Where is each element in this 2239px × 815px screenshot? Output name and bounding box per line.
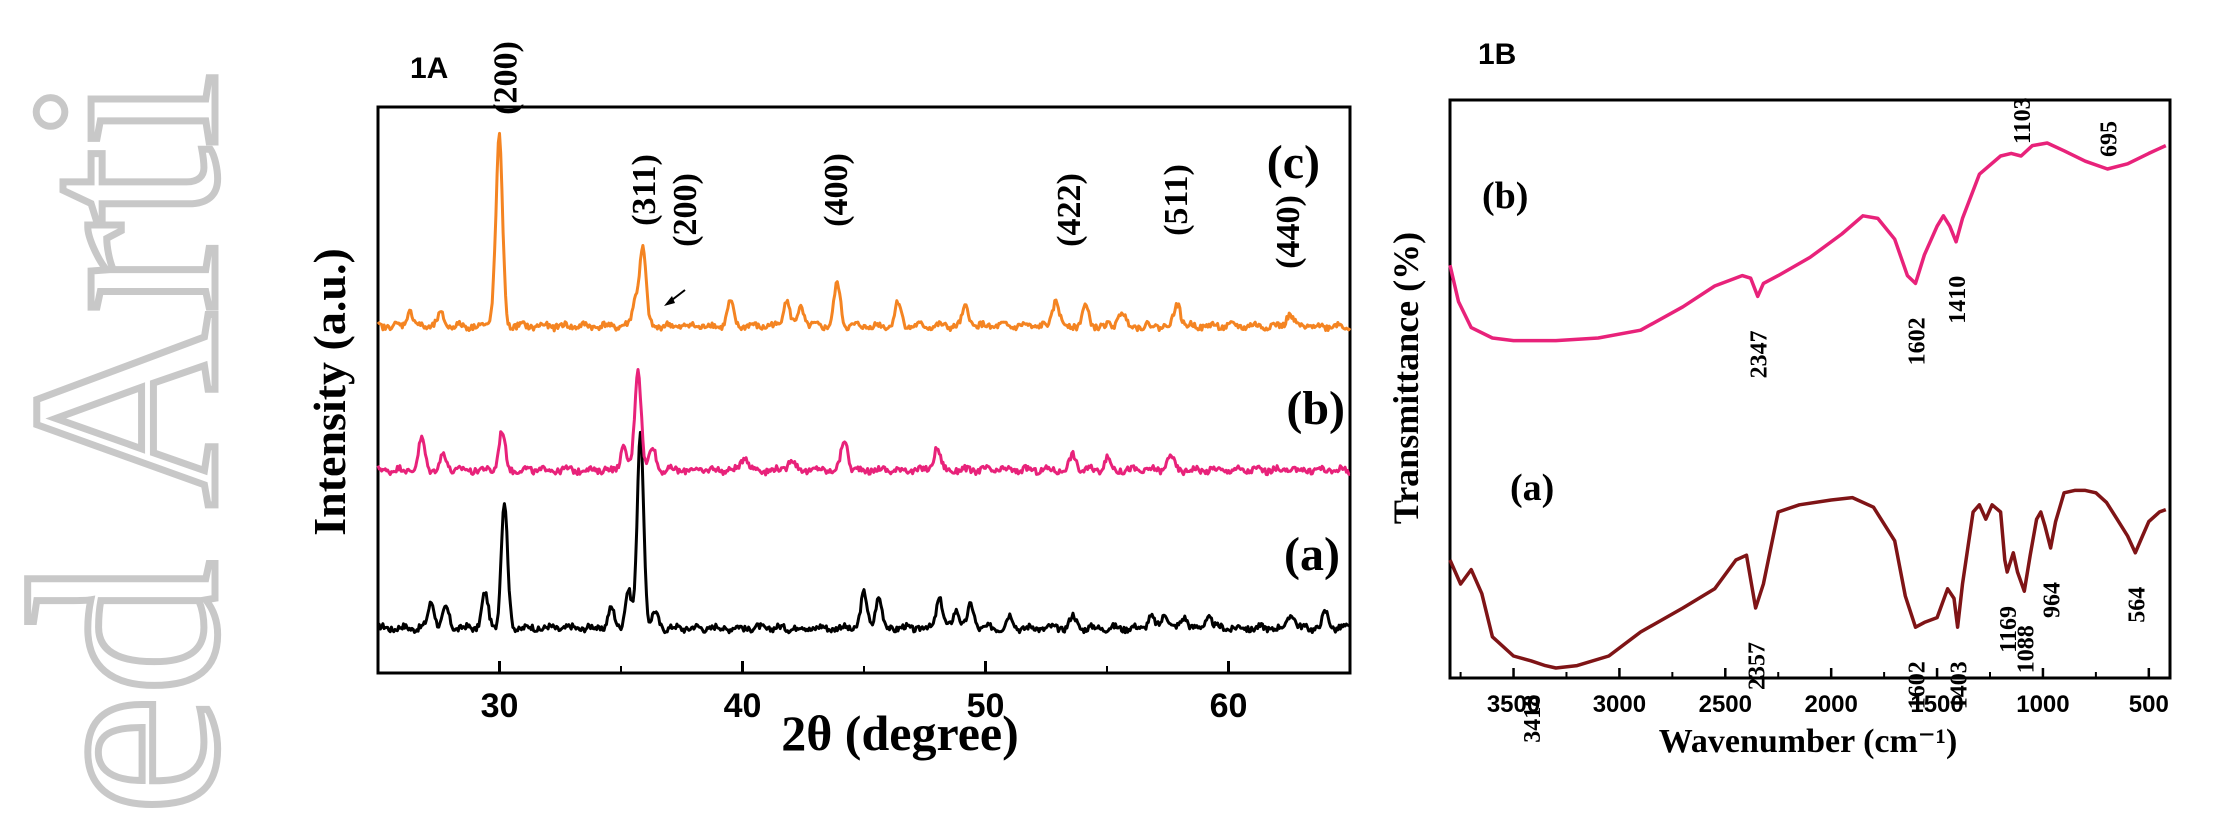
ftir-band-label: 3418 (1520, 695, 1546, 743)
ftir-x-tick-label: 3500 (1487, 691, 1540, 718)
xrd-series-line-a (377, 430, 1352, 635)
xrd-y-axis-label: Intensity (a.u.) (304, 248, 355, 536)
background-watermark: ed Arti (0, 69, 278, 815)
xrd-x-tick-label: 50 (967, 687, 1005, 725)
xrd-peak-label: (311) (626, 154, 663, 226)
panel-label-1a: 1A (410, 52, 448, 85)
ftir-x-tick-label: 500 (2129, 691, 2169, 718)
xrd-peak-label: (440) (1270, 195, 1307, 269)
xrd-x-axis: 30 40 50 60 (377, 661, 1351, 725)
xrd-peak-label: (422) (1051, 173, 1088, 247)
ftir-x-axis-label: Wavenumber (cm⁻¹) (1659, 723, 1958, 760)
xrd-x-tick-label: 60 (1210, 687, 1248, 725)
ftir-x-tick-label: 1500 (1910, 691, 1963, 718)
xrd-panel: 1A 30 40 50 60 (200)(311) (200) (400) (422) (51… (304, 41, 1352, 761)
ftir-band-label: 1169 (1996, 606, 2022, 653)
panel-label-1b: 1B (1478, 38, 1516, 71)
annotation-arrowhead (664, 296, 675, 306)
ftir-band-label: 1403 (1947, 661, 1973, 709)
xrd-annotations: (200)(311) (200) (400) (422) (511) (440) (487, 41, 1306, 269)
ftir-panel: 1B 3500 3000 2500 2000 1500 1000 500 2347 1602 1… (1386, 38, 2172, 760)
ftir-band-label: 695 (2097, 121, 2123, 157)
ftir-x-tick-label: 3000 (1593, 691, 1646, 718)
xrd-series-label-a: (a) (1284, 528, 1340, 581)
ftir-band-label: 1088 (2013, 625, 2039, 673)
xrd-x-tick-label: 40 (724, 687, 762, 725)
ftir-series-label-a: (a) (1510, 467, 1554, 509)
ftir-band-label: 1602 (1905, 661, 1931, 709)
ftir-x-tick-label: 2000 (1804, 691, 1857, 718)
xrd-peak-label: (511) (1158, 164, 1195, 236)
xrd-peak-label: (200) (667, 173, 704, 247)
ftir-y-axis-label: Transmittance (%) (1386, 232, 1426, 524)
ftir-band-label: 2347 (1747, 330, 1773, 378)
ftir-series-line-a (1448, 488, 2167, 670)
ftir-band-label: 964 (2040, 582, 2066, 618)
ftir-x-axis: 3500 3000 2500 2000 1500 1000 500 (1459, 668, 2169, 718)
ftir-x-tick-label: 2500 (1699, 691, 1752, 718)
ftir-series-label-b: (b) (1482, 175, 1528, 217)
ftir-band-label: 1602 (1905, 317, 1931, 365)
xrd-x-tick-label: 30 (481, 687, 519, 725)
ftir-x-tick-label: 1000 (2016, 691, 2069, 718)
watermark-text: ed Arti (0, 73, 274, 815)
ftir-plot-frame (1448, 98, 2172, 680)
ftir-series-group (1448, 141, 2167, 670)
ftir-band-label: 2357 (1745, 642, 1771, 690)
ftir-band-label: 564 (2124, 587, 2150, 623)
xrd-series-group (376, 131, 1352, 635)
ftir-band-label: 1410 (1945, 276, 1971, 324)
ftir-band-label: 1103 (2010, 97, 2036, 144)
xrd-series-label-c: (c) (1267, 136, 1320, 189)
xrd-peak-label: (200) (487, 41, 524, 115)
xrd-series-label-b: (b) (1286, 382, 1345, 435)
xrd-peak-label: (400) (818, 153, 855, 227)
xrd-series-line-b (376, 368, 1351, 477)
ftir-series-line-b (1448, 141, 2167, 343)
xrd-x-axis-label: 2θ (degree) (781, 705, 1019, 761)
xrd-series-line-c (376, 131, 1352, 333)
